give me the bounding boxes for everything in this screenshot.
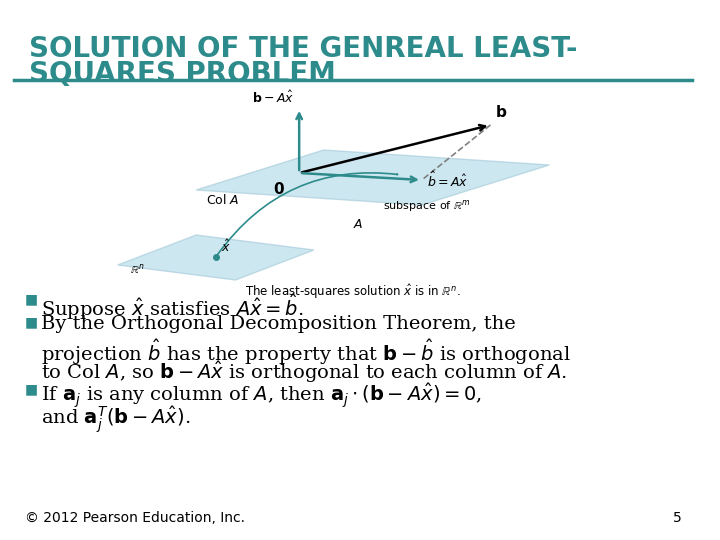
Text: SQUARES PROBLEM: SQUARES PROBLEM: [30, 60, 336, 88]
Text: Col $A$: Col $A$: [206, 193, 240, 207]
Text: ■: ■: [24, 292, 37, 306]
Text: and $\mathbf{a}_j^T(\mathbf{b} - A\hat{x})$.: and $\mathbf{a}_j^T(\mathbf{b} - A\hat{x…: [41, 404, 191, 435]
Text: $\hat{b} = A\hat{x}$: $\hat{b} = A\hat{x}$: [427, 171, 468, 190]
Text: SOLUTION OF THE GENREAL LEAST-: SOLUTION OF THE GENREAL LEAST-: [30, 35, 578, 63]
Text: 5: 5: [673, 511, 682, 525]
Text: to Col $A$, so $\mathbf{b} - A\hat{x}$ is orthogonal to each column of $A$.: to Col $A$, so $\mathbf{b} - A\hat{x}$ i…: [41, 359, 567, 385]
Text: projection $\hat{b}$ has the property that $\mathbf{b} - \hat{b}$ is orthogonal: projection $\hat{b}$ has the property th…: [41, 337, 571, 367]
Polygon shape: [196, 150, 549, 205]
Text: © 2012 Pearson Education, Inc.: © 2012 Pearson Education, Inc.: [24, 511, 245, 525]
Text: If $\mathbf{a}_j$ is any column of $A$, then $\mathbf{a}_j\cdot(\mathbf{b} - A\h: If $\mathbf{a}_j$ is any column of $A$, …: [41, 382, 482, 410]
Text: $A$: $A$: [353, 219, 364, 232]
Text: $\mathbb{R}^n$: $\mathbb{R}^n$: [130, 262, 145, 276]
Text: $\mathbf{b} - A\hat{x}$: $\mathbf{b} - A\hat{x}$: [252, 90, 294, 106]
Text: $\mathbf{b}$: $\mathbf{b}$: [495, 104, 508, 120]
Text: Suppose $\hat{x}$ satisfies $A\hat{x} = \hat{b}$.: Suppose $\hat{x}$ satisfies $A\hat{x} = …: [41, 292, 304, 322]
Text: $\hat{x}$: $\hat{x}$: [221, 239, 230, 255]
Polygon shape: [117, 235, 314, 280]
Text: ■: ■: [24, 382, 37, 396]
FancyArrowPatch shape: [217, 173, 397, 255]
Text: The least-squares solution $\hat{x}$ is in $\mathbb{R}^n$.: The least-squares solution $\hat{x}$ is …: [246, 282, 461, 301]
Text: subspace of $\mathbb{R}^m$: subspace of $\mathbb{R}^m$: [382, 198, 470, 214]
Text: $\mathbf{0}$: $\mathbf{0}$: [273, 181, 284, 197]
Text: ■: ■: [24, 315, 37, 329]
Text: By the Orthogonal Decomposition Theorem, the: By the Orthogonal Decomposition Theorem,…: [41, 315, 516, 333]
